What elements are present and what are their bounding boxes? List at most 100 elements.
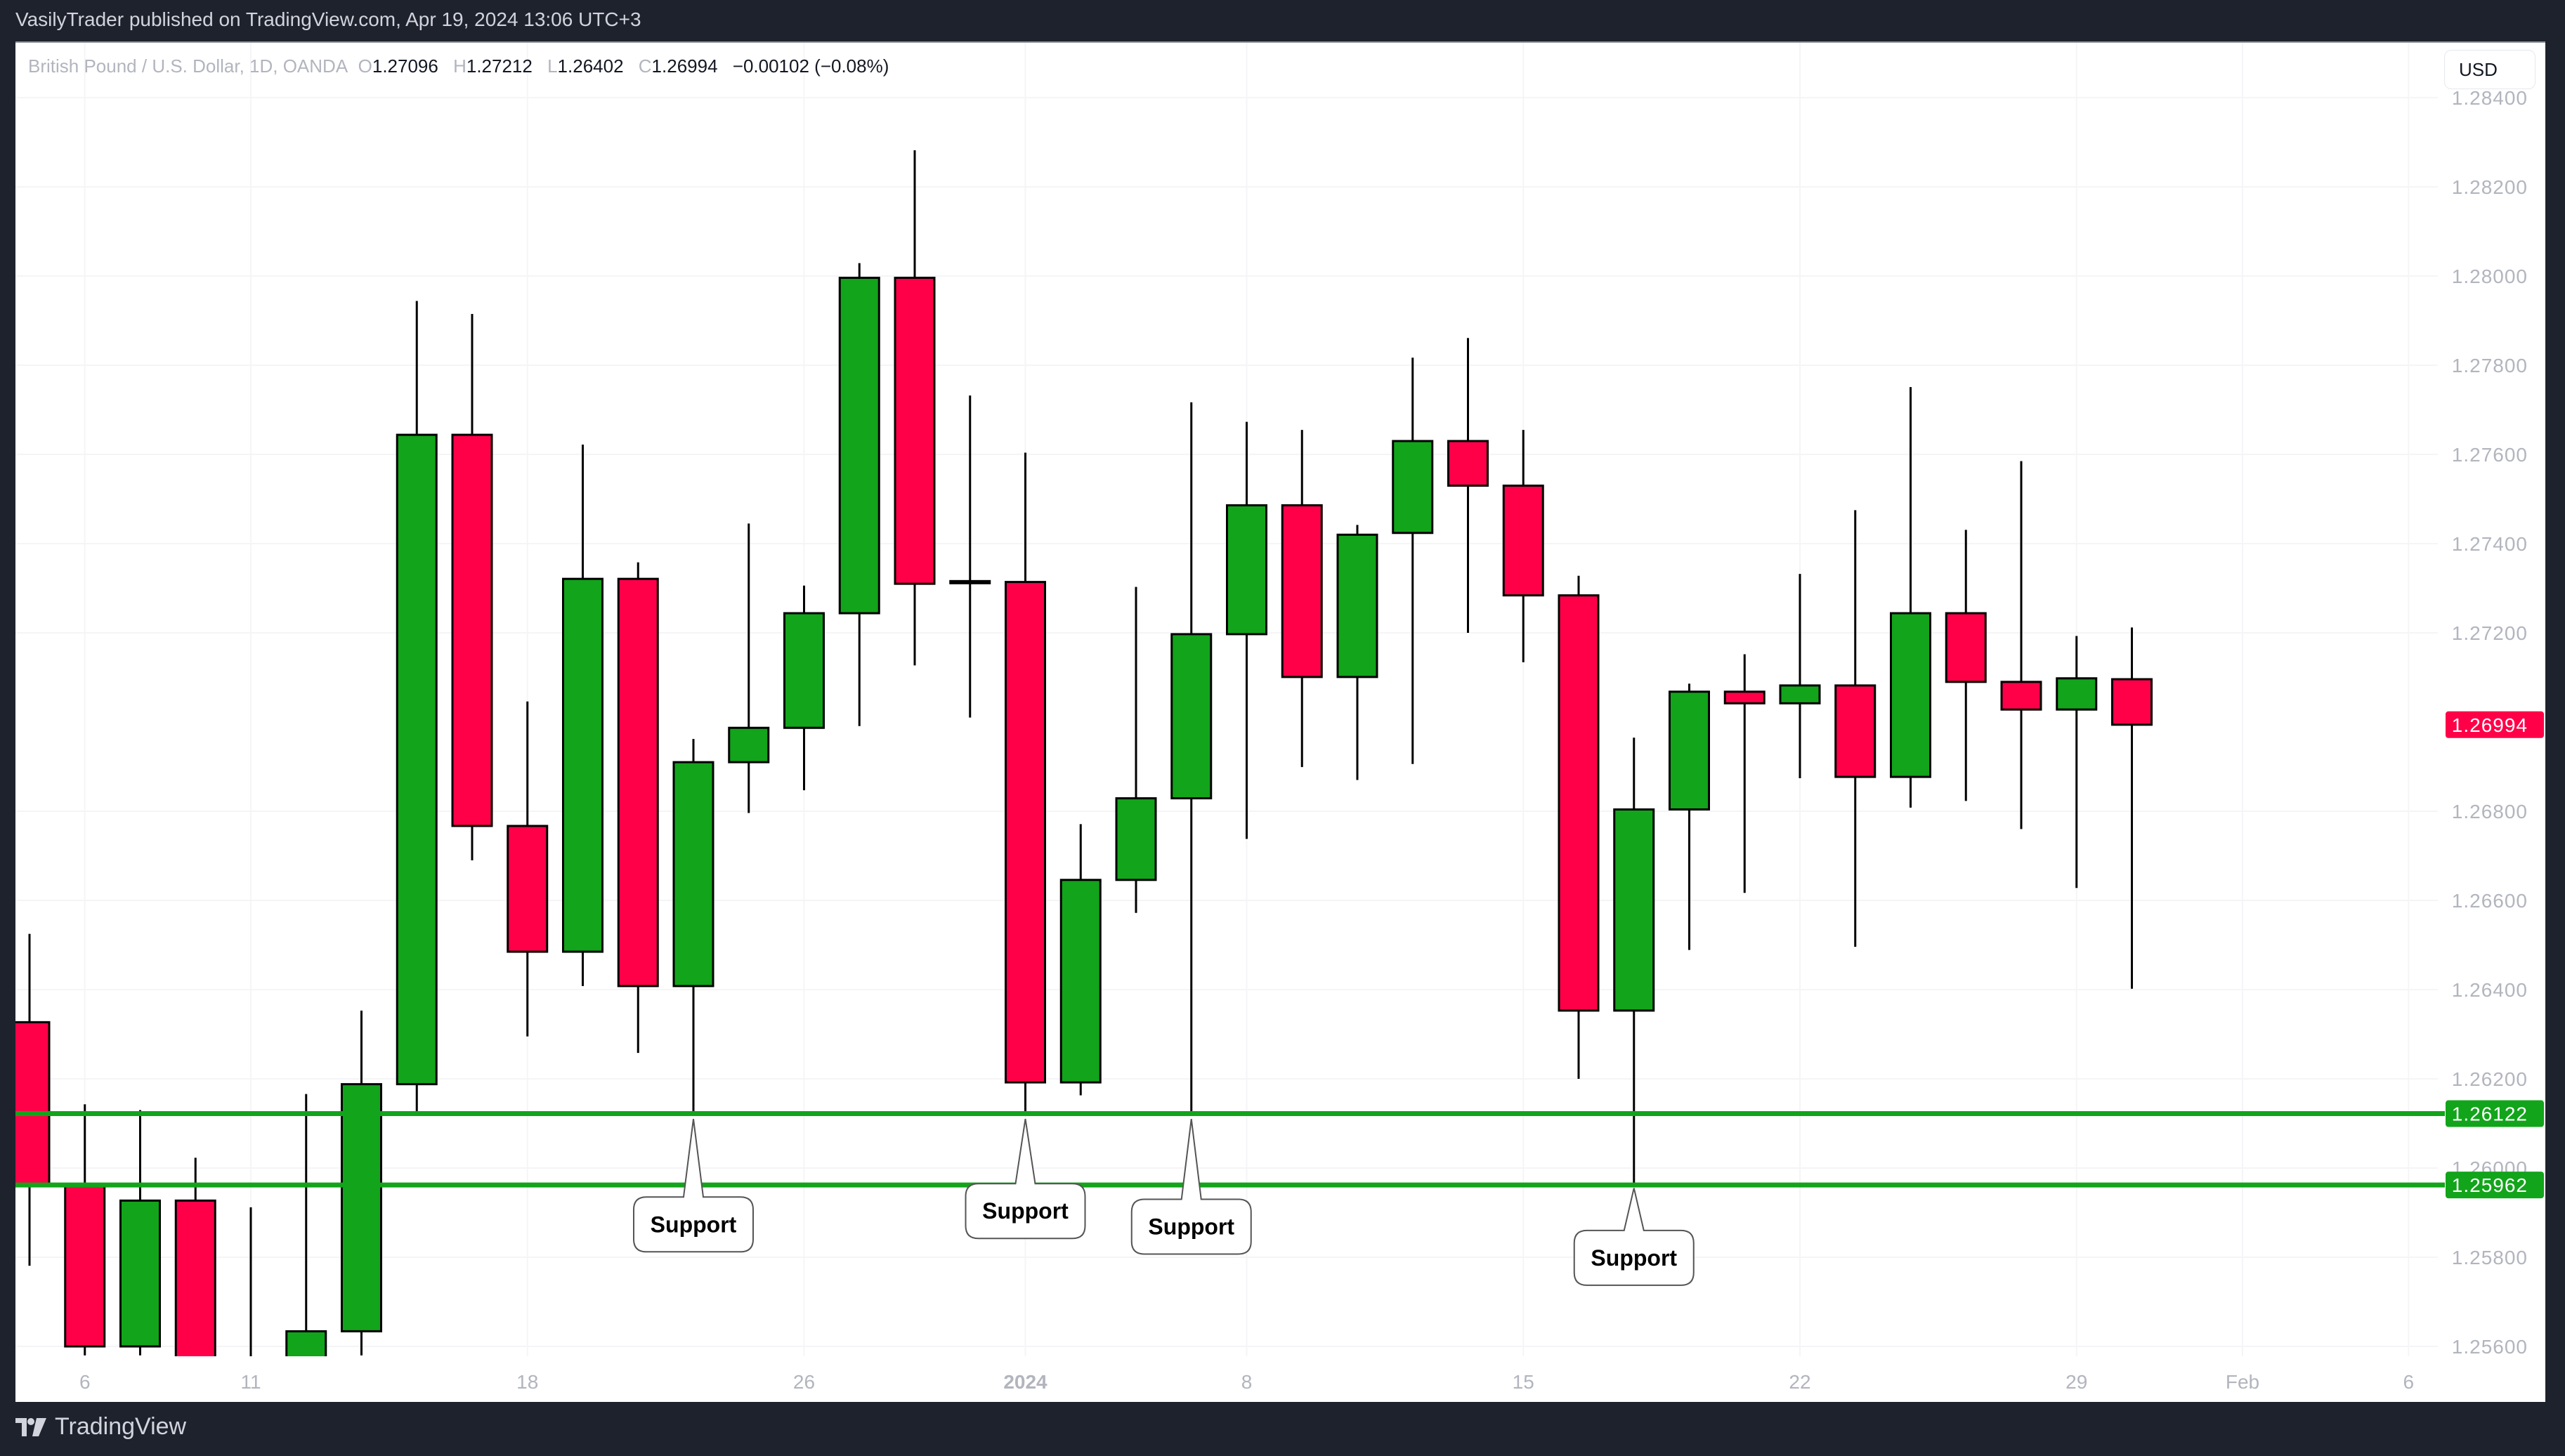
candles — [15, 150, 2153, 1393]
candlestick-chart[interactable]: Support Support Support Support 1.28400 1.282… — [15, 43, 2545, 1402]
time-tick-label: Feb — [2226, 1371, 2259, 1393]
time-tick-label: 15 — [1513, 1371, 1534, 1393]
candle[interactable] — [1779, 574, 1821, 779]
price-axis[interactable]: 1.28400 1.28200 1.28000 1.27800 1.27600 1.274… — [2446, 87, 2544, 1358]
brand-name: TradingView — [55, 1413, 187, 1440]
candle[interactable] — [1005, 452, 1046, 1115]
price-tick-label: 1.27200 — [2452, 622, 2528, 644]
time-tick-label: 6 — [2403, 1371, 2414, 1393]
candle[interactable] — [672, 739, 714, 1112]
support-callout[interactable]: Support — [633, 1119, 754, 1253]
support-price-badge: 1.25962 — [2446, 1172, 2544, 1199]
candle[interactable] — [1834, 510, 1877, 947]
candle[interactable] — [174, 1157, 216, 1391]
price-tick-label: 1.25800 — [2452, 1247, 2528, 1268]
chart-panel[interactable]: Support Support Support Support 1.28400 1.282… — [15, 41, 2545, 1403]
price-tick-label: 1.26400 — [2452, 979, 2528, 1001]
candle[interactable] — [64, 1104, 106, 1356]
time-tick-label: 22 — [1789, 1371, 1810, 1393]
candle[interactable] — [1447, 338, 1489, 633]
price-tick-label: 1.26800 — [2452, 801, 2528, 822]
low-label: L — [547, 55, 558, 77]
callout-label: Support — [1591, 1245, 1677, 1271]
price-tick-label: 1.28200 — [2452, 176, 2528, 198]
time-tick-label: 6 — [79, 1371, 91, 1393]
candle[interactable] — [1170, 402, 1213, 1115]
time-tick-label: 8 — [1241, 1371, 1253, 1393]
candle[interactable] — [1226, 421, 1267, 839]
publisher-line: VasilyTrader published on TradingView.co… — [15, 8, 641, 30]
candle[interactable] — [2111, 627, 2153, 989]
candle[interactable] — [1336, 525, 1378, 780]
candle[interactable] — [119, 1110, 161, 1356]
candle[interactable] — [838, 263, 880, 726]
price-tick-label: 1.25600 — [2452, 1336, 2528, 1358]
candle[interactable] — [341, 1010, 382, 1356]
support-callout[interactable]: Support — [1130, 1119, 1252, 1255]
candle[interactable] — [1890, 387, 1931, 808]
candle[interactable] — [396, 301, 438, 1112]
callout-label: Support — [651, 1212, 737, 1237]
svg-text:1.25962: 1.25962 — [2452, 1174, 2528, 1196]
candle[interactable] — [1059, 824, 1102, 1096]
candle[interactable] — [617, 562, 659, 1054]
time-tick-label: 18 — [516, 1371, 538, 1393]
candle[interactable] — [507, 701, 549, 1037]
price-tick-label: 1.26600 — [2452, 890, 2528, 912]
price-tick-label: 1.27600 — [2452, 444, 2528, 466]
close-value: 1.26994 — [651, 55, 718, 77]
high-label: H — [453, 55, 466, 77]
callout-label: Support — [982, 1198, 1069, 1224]
support-callout[interactable]: Support — [1573, 1188, 1695, 1286]
time-tick-label: 26 — [793, 1371, 815, 1393]
candle[interactable] — [894, 150, 936, 666]
price-tick-label: 1.27800 — [2452, 355, 2528, 376]
candle[interactable] — [285, 1094, 327, 1391]
candle[interactable] — [2000, 461, 2042, 829]
price-tick-label: 1.28400 — [2452, 87, 2528, 109]
open-value: 1.27096 — [372, 55, 438, 77]
svg-text:1.26994: 1.26994 — [2452, 714, 2528, 736]
candle[interactable] — [1392, 358, 1434, 764]
currency-button[interactable]: USD — [2444, 50, 2535, 89]
top-bar: VasilyTrader published on TradingView.co… — [0, 0, 2565, 41]
time-tick-label: 2024 — [1003, 1371, 1047, 1393]
candle[interactable] — [1723, 654, 1766, 893]
time-tick-label: 29 — [2065, 1371, 2087, 1393]
low-value: 1.26402 — [557, 55, 624, 77]
support-callout[interactable]: Support — [965, 1118, 1086, 1240]
footer: TradingView — [0, 1402, 2565, 1456]
svg-text:1.26122: 1.26122 — [2452, 1103, 2528, 1125]
support-price-badge: 1.26122 — [2446, 1100, 2544, 1127]
symbol-name[interactable]: British Pound / U.S. Dollar, 1D, OANDA — [28, 55, 348, 77]
candle[interactable] — [1558, 575, 1600, 1079]
close-label: C — [638, 55, 652, 77]
time-tick-label: 11 — [240, 1371, 261, 1393]
candle[interactable] — [1945, 530, 1987, 801]
tradingview-brand[interactable]: TradingView — [15, 1413, 186, 1441]
candle[interactable] — [231, 1207, 270, 1393]
candle[interactable] — [1669, 683, 1710, 950]
callout-label: Support — [1148, 1214, 1234, 1239]
last-price-badge: 1.26994 — [2446, 711, 2544, 738]
candle[interactable] — [2056, 636, 2098, 888]
change-value: −0.00102 (−0.08%) — [732, 55, 889, 77]
tradingview-logo-icon — [15, 1417, 46, 1436]
candle[interactable] — [783, 585, 825, 791]
candle[interactable] — [562, 445, 603, 986]
candle[interactable] — [15, 933, 51, 1266]
high-value: 1.27212 — [466, 55, 533, 77]
price-tick-label: 1.27400 — [2452, 533, 2528, 555]
price-tick-label: 1.26200 — [2452, 1068, 2528, 1090]
candle[interactable] — [1613, 737, 1655, 1186]
symbol-legend: British Pound / U.S. Dollar, 1D, OANDA O… — [28, 55, 899, 77]
candle[interactable] — [728, 523, 770, 813]
open-label: O — [358, 55, 372, 77]
candle[interactable] — [451, 313, 493, 860]
candle[interactable] — [1115, 586, 1157, 913]
candle[interactable] — [1281, 430, 1323, 768]
price-tick-label: 1.28000 — [2452, 265, 2528, 287]
candle[interactable] — [1502, 430, 1544, 662]
time-axis[interactable]: 6 11 18 26 2024 8 15 22 29 Feb 6 — [79, 1371, 2414, 1393]
candle[interactable] — [949, 395, 991, 718]
